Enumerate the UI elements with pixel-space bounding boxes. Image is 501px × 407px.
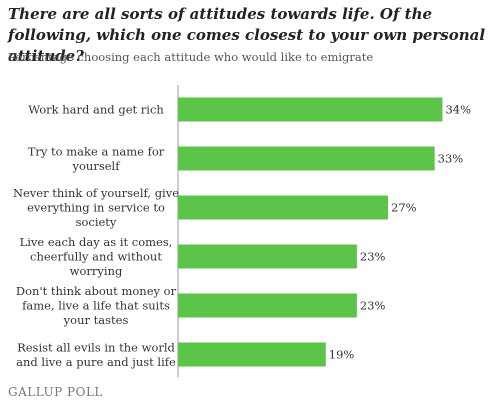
category-label: Resist all evils in the world and live a … (16, 340, 176, 369)
value-label: 27% (391, 201, 417, 215)
bar-chart: 34% Work hard and get rich 33% Try to make … (13, 85, 471, 377)
category-label: Never think of yourself, give everything … (13, 186, 179, 229)
bar (178, 97, 443, 122)
chart-title: There are all sorts of attitudes towards… (8, 5, 486, 65)
bar (178, 195, 388, 220)
gallup-poll-logo: GALLUP POLL (8, 385, 103, 399)
category-label: Live each day as it comes, cheerfully and… (20, 235, 173, 278)
bar (178, 342, 326, 367)
chart-subtitle: Percentage choosing each attitude who wo… (8, 50, 374, 64)
bar (178, 293, 357, 318)
bar (178, 244, 357, 269)
value-label: 23% (360, 299, 386, 313)
value-label: 34% (445, 103, 471, 117)
value-label: 23% (360, 250, 386, 264)
value-label: 33% (438, 152, 464, 166)
bar (178, 146, 435, 171)
value-label: 19% (329, 348, 355, 362)
category-label: Don't think about money or fame, live a l… (16, 284, 177, 327)
category-label: Work hard and get rich (28, 103, 164, 117)
category-label: Try to make a name for yourself (28, 144, 165, 173)
